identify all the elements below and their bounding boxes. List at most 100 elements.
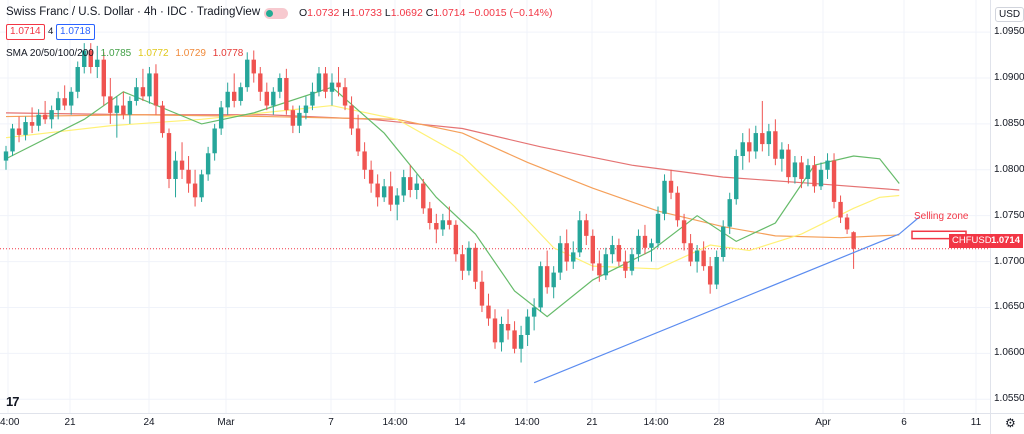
ohlc-readout: O1.0732 H1.0733 L1.0692 C1.0714 −0.0015 …	[299, 7, 552, 19]
sma-20-value: 1.0785	[100, 48, 132, 59]
chart-plot-area[interactable]	[0, 0, 990, 413]
candle-body	[760, 133, 765, 145]
candlestick-chart[interactable]	[0, 0, 990, 413]
candle-body	[153, 73, 159, 106]
sma-50-value: 1.0772	[138, 48, 169, 59]
candle-body	[284, 78, 289, 111]
tradingview-logo[interactable]: 17	[6, 394, 20, 409]
candle-body	[179, 160, 185, 170]
candle-body	[512, 330, 517, 349]
candle-body	[838, 201, 843, 218]
candle-body	[818, 169, 824, 187]
time-tick-label: 28	[713, 417, 725, 428]
gear-icon[interactable]: ⚙	[1005, 416, 1016, 430]
candle-body	[147, 73, 152, 97]
currency-button[interactable]: USD	[995, 7, 1024, 22]
time-tick-label: 21	[586, 417, 598, 428]
candle-body	[121, 105, 126, 115]
candle-body	[538, 266, 543, 308]
sell-button[interactable]: 1.0714	[6, 24, 45, 40]
price-tick-label: 1.0650	[994, 301, 1024, 313]
candle-body	[36, 114, 41, 126]
candle-body	[597, 263, 602, 276]
candle-body	[707, 266, 713, 285]
candle-body	[473, 247, 478, 282]
candle-body	[16, 128, 22, 135]
sma-200-value: 1.0778	[212, 48, 244, 59]
ohlc-open-label: O	[299, 7, 308, 19]
ohlc-low-label: L	[384, 7, 391, 19]
candle-body	[753, 133, 758, 152]
candle-body	[642, 235, 648, 248]
market-status-icon[interactable]	[264, 8, 288, 19]
candle-body	[786, 149, 791, 178]
candle-body	[571, 252, 576, 262]
candle-body	[381, 186, 387, 198]
candle-body	[466, 247, 472, 271]
candle-body	[362, 151, 367, 170]
candle-body	[629, 254, 635, 271]
candle-body	[564, 243, 569, 262]
candle-body	[395, 195, 400, 205]
candle-body	[323, 73, 328, 92]
candle-body	[297, 112, 302, 126]
candle-body	[342, 87, 348, 106]
candle-body	[205, 153, 211, 175]
time-tick-label: 4:00	[0, 417, 20, 428]
candle-body	[714, 256, 719, 285]
badge-symbol: CHFUSD	[952, 235, 992, 246]
candle-body	[492, 318, 498, 343]
candle-body	[329, 82, 335, 92]
candle-body	[10, 128, 15, 152]
support-trendline	[533, 217, 920, 384]
candle-body	[134, 87, 139, 101]
time-tick-label: Mar	[217, 417, 235, 428]
candle-body	[166, 133, 172, 179]
candle-body	[434, 223, 439, 230]
candle-body	[668, 180, 674, 193]
time-tick-label: 14:00	[643, 417, 669, 428]
candle-body	[23, 122, 28, 135]
candle-body	[499, 323, 504, 343]
candle-body	[766, 131, 772, 145]
candle-body	[186, 169, 191, 184]
price-tick-label: 1.0750	[994, 209, 1024, 221]
price-tick-label: 1.0950	[994, 26, 1024, 38]
candle-body	[264, 91, 269, 106]
candle-body	[623, 261, 628, 271]
candle-body	[460, 254, 465, 271]
sma-legend[interactable]: SMA 20/50/100/200 1.0785 1.0772 1.0729 1…	[6, 48, 247, 59]
ohlc-close: 1.0714	[433, 7, 466, 19]
candle-body	[590, 235, 595, 264]
candle-body	[701, 250, 706, 267]
candle-body	[75, 66, 80, 92]
price-axis[interactable]	[990, 0, 1024, 413]
candle-body	[49, 110, 54, 120]
buy-button[interactable]: 1.0718	[56, 24, 95, 40]
price-tick-label: 1.0850	[994, 117, 1024, 129]
candle-body	[655, 213, 661, 244]
candle-body	[551, 272, 556, 288]
candle-body	[251, 59, 256, 74]
candle-body	[88, 50, 93, 67]
time-tick-label: 11	[970, 417, 982, 428]
candle-body	[303, 105, 309, 113]
candle-body	[831, 160, 837, 202]
candle-body	[114, 105, 120, 113]
price-tick-label: 1.0900	[994, 72, 1024, 83]
sma100-line	[5, 114, 900, 239]
time-axis[interactable]	[0, 413, 990, 434]
ohlc-high: 1.0733	[349, 7, 382, 19]
candle-body	[584, 220, 589, 236]
candle-body	[427, 208, 432, 224]
candle-body	[675, 192, 680, 221]
candle-body	[603, 254, 609, 276]
candle-body	[368, 169, 374, 184]
candle-body	[199, 174, 204, 198]
candle-body	[805, 165, 811, 179]
candle-body	[355, 128, 361, 152]
time-tick-label: 6	[901, 417, 907, 428]
candle-body	[681, 220, 687, 244]
candle-body	[616, 245, 622, 262]
sma-label: SMA 20/50/100/200	[6, 48, 94, 59]
